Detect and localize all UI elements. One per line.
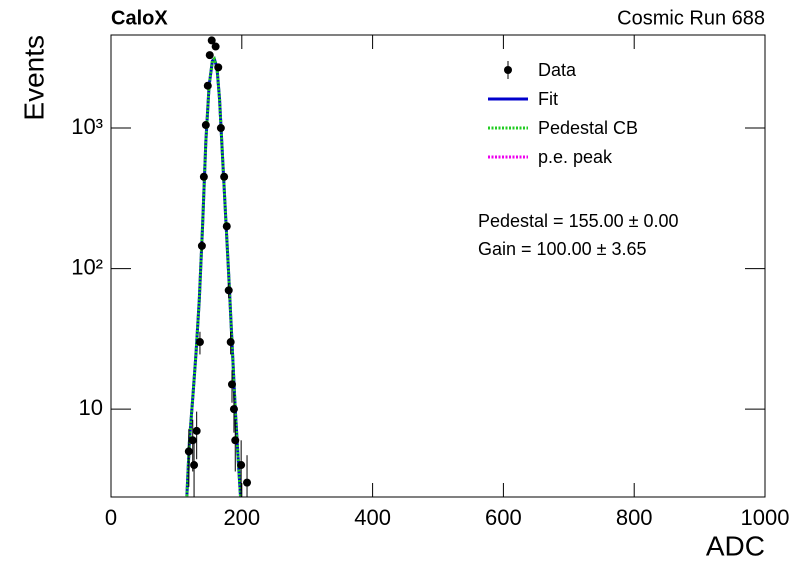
legend-marker xyxy=(504,66,512,74)
data-point xyxy=(192,426,201,435)
legend-label: Pedestal CB xyxy=(538,118,638,138)
data-point xyxy=(205,51,214,60)
data-point xyxy=(195,338,204,347)
data-point xyxy=(203,81,212,90)
legend-label: Fit xyxy=(538,89,558,109)
data-point xyxy=(237,461,246,470)
data-point xyxy=(201,121,210,130)
x-tick-label: 200 xyxy=(223,505,260,530)
data-point xyxy=(227,380,236,389)
data-point xyxy=(243,478,252,487)
data-point xyxy=(222,222,231,231)
data-point xyxy=(224,286,233,295)
data-point xyxy=(184,447,193,456)
data-point xyxy=(231,436,240,445)
x-tick-label: 400 xyxy=(354,505,391,530)
x-axis-label: ADC xyxy=(706,530,765,561)
chart-subtitle: Cosmic Run 688 xyxy=(617,7,765,29)
data-point xyxy=(216,124,225,133)
data-point xyxy=(211,42,220,51)
data-point xyxy=(197,241,206,250)
plot-area xyxy=(184,36,252,497)
data-point xyxy=(199,172,208,181)
y-tick-label: 10³ xyxy=(71,114,103,139)
data-point xyxy=(207,36,216,45)
y-axis-label: Events xyxy=(18,35,49,121)
y-tick-label: 10 xyxy=(79,395,103,420)
data-point xyxy=(190,461,199,470)
legend-label: p.e. peak xyxy=(538,147,613,167)
legend-label: Data xyxy=(538,60,577,80)
annotation: Gain = 100.00 ± 3.65 xyxy=(478,239,647,259)
x-tick-label: 800 xyxy=(616,505,653,530)
x-tick-label: 600 xyxy=(485,505,522,530)
annotation: Pedestal = 155.00 ± 0.00 xyxy=(478,211,679,231)
data-point xyxy=(226,338,235,347)
plot-frame xyxy=(110,34,766,498)
data-point xyxy=(229,405,238,414)
chart-title: CaloX xyxy=(111,7,168,29)
data-point xyxy=(188,436,197,445)
x-tick-label: 1000 xyxy=(741,505,790,530)
y-tick-label: 10² xyxy=(71,254,103,279)
data-point xyxy=(220,172,229,181)
data-point xyxy=(214,63,223,72)
x-tick-label: 0 xyxy=(105,505,117,530)
